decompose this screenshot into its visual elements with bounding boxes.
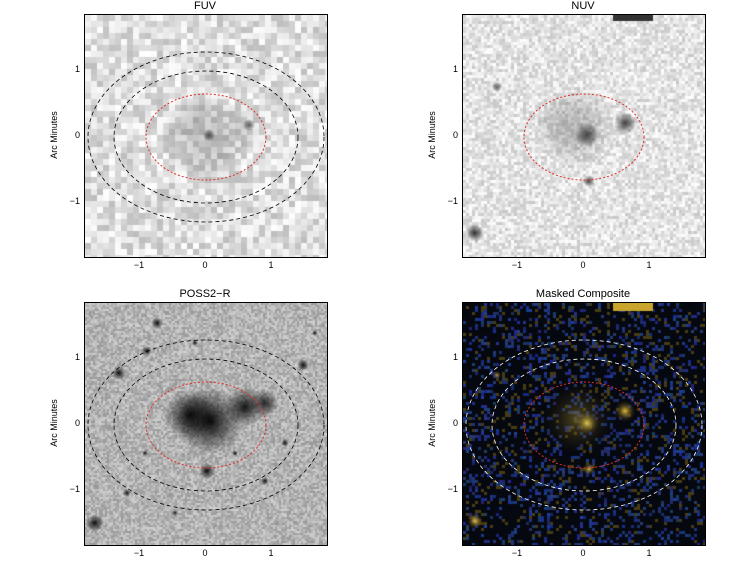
ytick-nuv-1: 1 (452, 64, 458, 74)
image-composite (462, 302, 706, 546)
ytick-fuv-1: 1 (74, 64, 80, 74)
panel-title-composite: Masked Composite (535, 288, 631, 300)
xtick-poss2r-0: 0 (202, 548, 208, 558)
image-fuv (84, 14, 328, 258)
xtick-nuv-m1: −1 (511, 260, 523, 270)
galaxy-ellipse (523, 93, 645, 181)
xtick-composite-m1: −1 (511, 548, 523, 558)
ytick-fuv-0: 0 (74, 130, 80, 140)
galaxy-ellipse (145, 381, 267, 469)
xtick-fuv-m1: −1 (133, 260, 145, 270)
ytick-poss2r-0: 0 (74, 418, 80, 428)
galaxy-ellipse (523, 381, 645, 469)
panel-title-fuv: FUV (194, 0, 216, 12)
ytick-poss2r-m1: −1 (69, 484, 80, 494)
ylabel-nuv: Arc Minutes (426, 111, 437, 159)
xtick-nuv-0: 0 (580, 260, 586, 270)
middle-ellipse (113, 70, 299, 204)
ytick-composite-0: 0 (452, 418, 458, 428)
middle-ellipse (113, 358, 299, 492)
ytick-nuv-m1: −1 (447, 196, 458, 206)
panel-title-nuv: NUV (571, 0, 595, 12)
xtick-composite-1: 1 (646, 548, 652, 558)
poss2r-image-canvas (85, 303, 327, 545)
panel-title-poss2r: POSS2−R (179, 288, 231, 300)
galaxy-ellipse (145, 93, 267, 181)
xtick-poss2r-1: 1 (268, 548, 274, 558)
image-poss2r (84, 302, 328, 546)
image-nuv (462, 14, 706, 258)
ytick-poss2r-1: 1 (74, 352, 80, 362)
ytick-fuv-m1: −1 (69, 196, 80, 206)
fuv-image-canvas (85, 15, 327, 257)
outer-ellipse (87, 339, 325, 511)
xtick-poss2r-m1: −1 (133, 548, 145, 558)
fuv-apertures (87, 51, 325, 223)
nuv-image-canvas (463, 15, 705, 257)
middle-ellipse (491, 358, 677, 492)
outer-ellipse (465, 339, 703, 511)
outer-ellipse (87, 51, 325, 223)
ytick-nuv-0: 0 (452, 130, 458, 140)
ylabel-composite: Arc Minutes (426, 399, 437, 447)
ylabel-poss2r: Arc Minutes (48, 399, 59, 447)
ytick-composite-1: 1 (452, 352, 458, 362)
composite-image-canvas (463, 303, 705, 545)
poss2r-apertures (87, 339, 325, 511)
xtick-fuv-0: 0 (202, 260, 208, 270)
ytick-composite-m1: −1 (447, 484, 458, 494)
xtick-nuv-1: 1 (646, 260, 652, 270)
nuv-apertures (523, 93, 645, 181)
composite-apertures (465, 339, 703, 511)
xtick-composite-0: 0 (580, 548, 586, 558)
ylabel-fuv: Arc Minutes (48, 111, 59, 159)
xtick-fuv-1: 1 (268, 260, 274, 270)
